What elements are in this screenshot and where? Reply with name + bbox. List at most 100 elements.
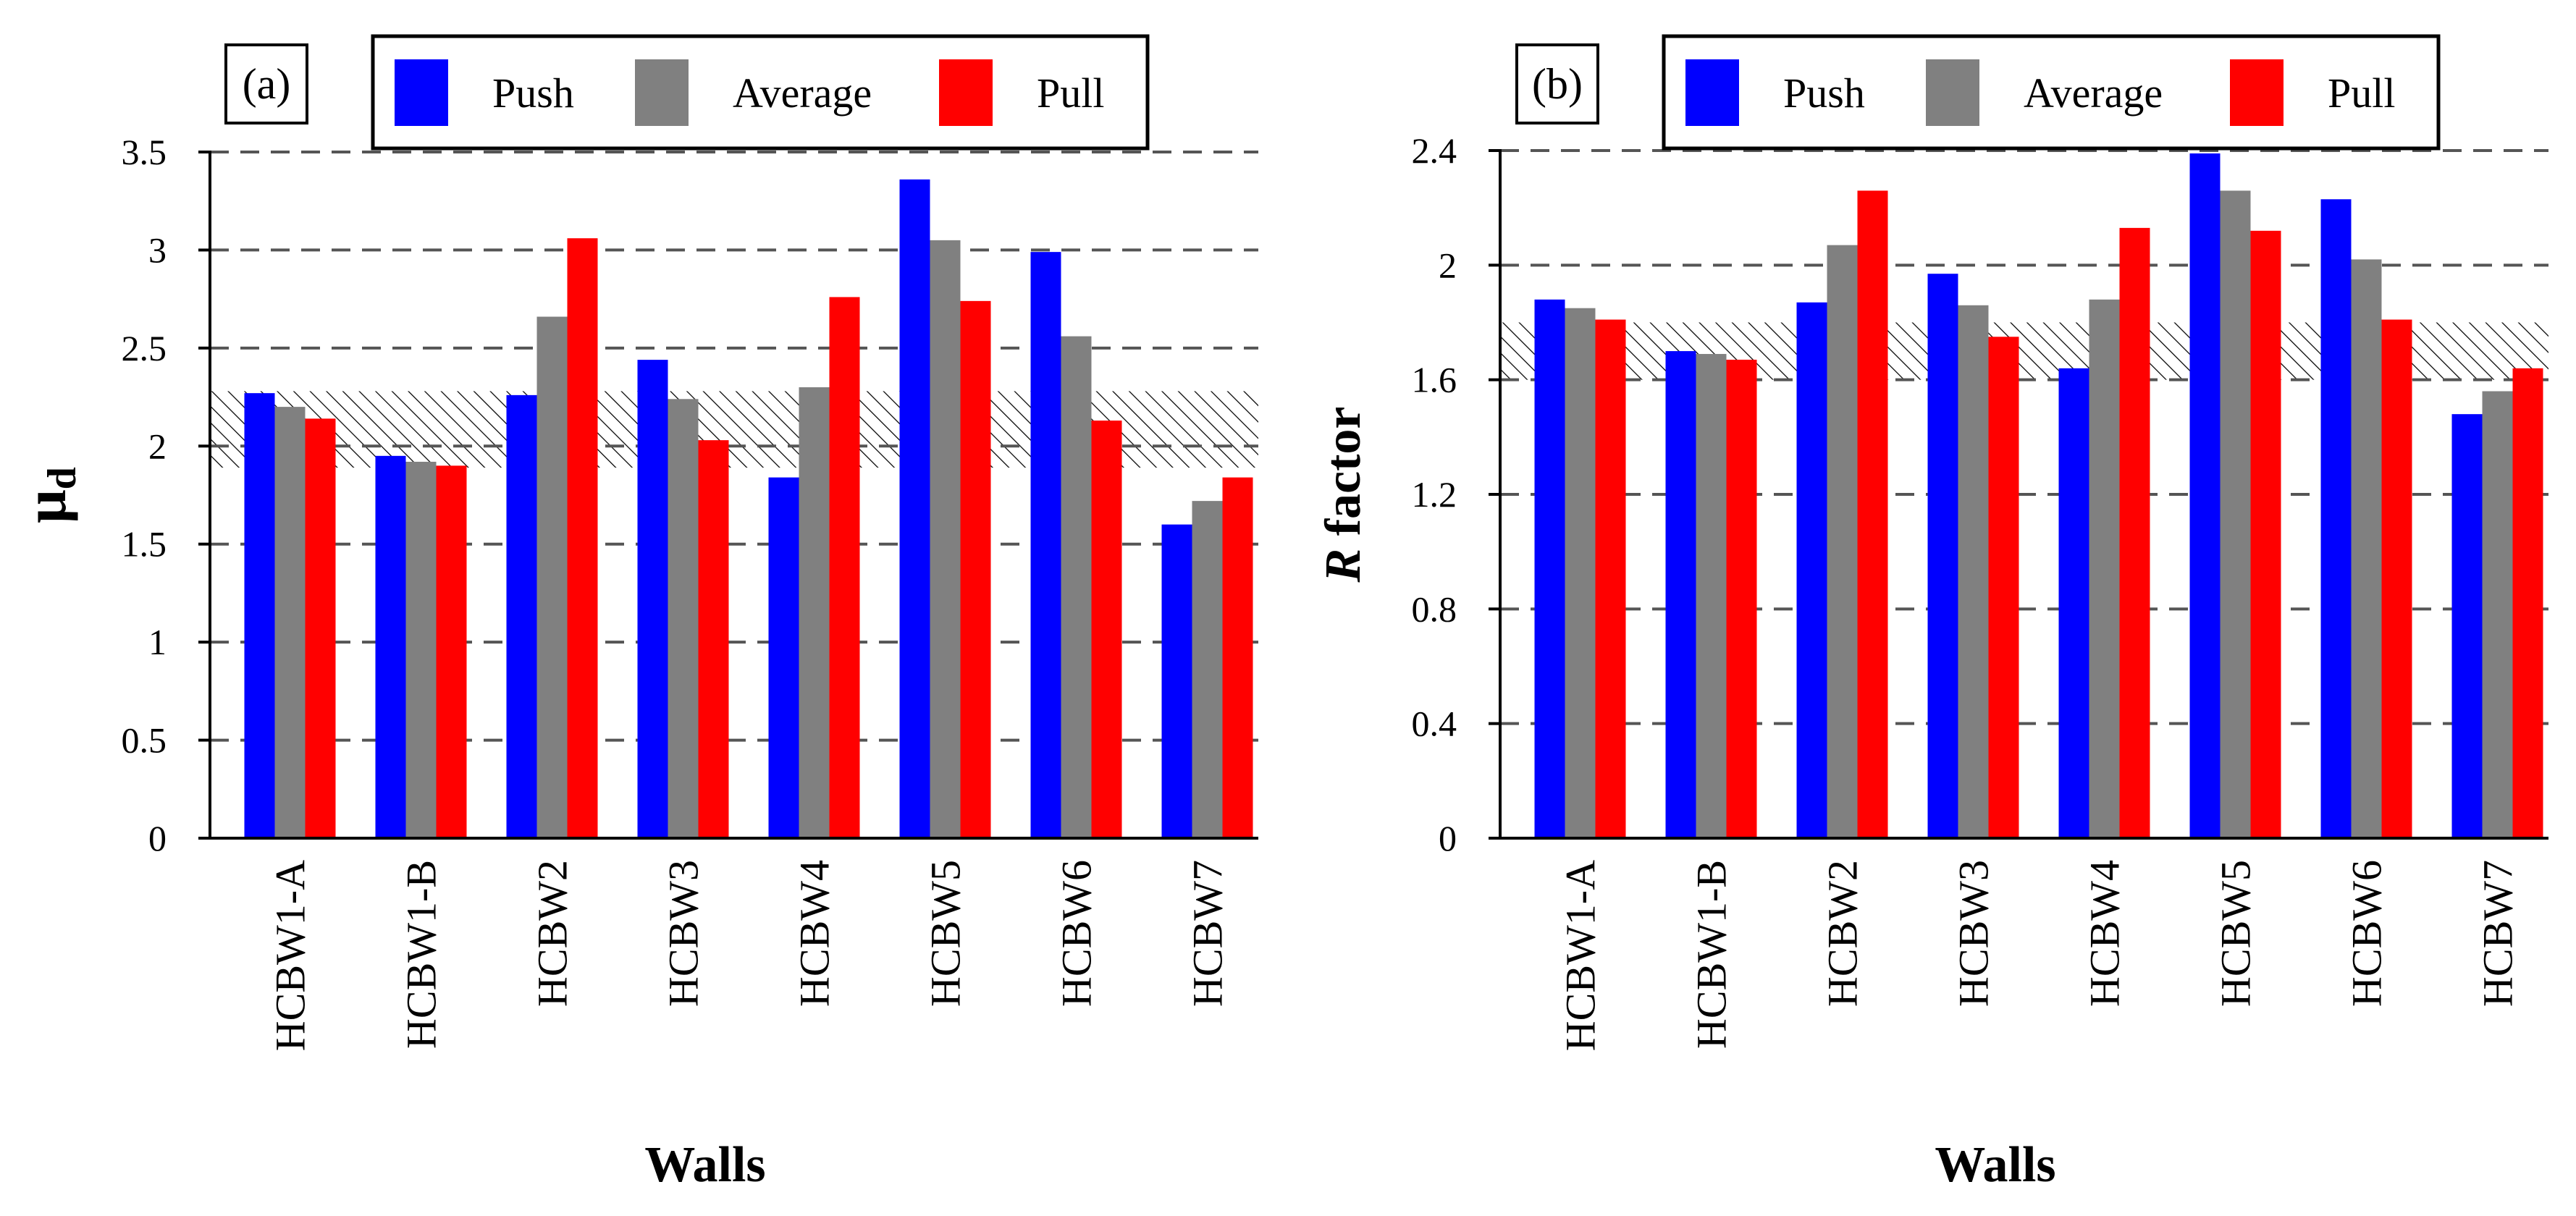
bar-average-hcbw1-b xyxy=(405,461,437,838)
y-tick-label: 0.8 xyxy=(1412,588,1457,629)
x-tick-label: HCBW1-A xyxy=(1557,860,1604,1051)
bar-push-hcbw7 xyxy=(1161,524,1192,838)
x-tick-label: HCBW2 xyxy=(529,860,576,1007)
legend-label-pull: Pull xyxy=(2328,69,2396,117)
x-tick-label: HCBW1-B xyxy=(1688,860,1735,1049)
legend-box xyxy=(1662,34,2441,151)
bar-push-hcbw1-a xyxy=(1534,299,1565,838)
bar-push-hcbw1-a xyxy=(244,393,275,838)
y-tick-label: 1.5 xyxy=(122,524,167,565)
legend-swatch-pull xyxy=(939,59,993,126)
bar-average-hcbw3 xyxy=(668,399,699,838)
y-tick-label: 0.4 xyxy=(1412,704,1457,744)
y-tick-label: 1 xyxy=(148,622,167,662)
y-axis-title: R factor xyxy=(1316,407,1371,583)
y-tick-label: 3.5 xyxy=(122,132,167,172)
bar-push-hcbw1-b xyxy=(375,455,406,838)
bar-pull-hcbw2 xyxy=(1857,190,1888,839)
y-axis-title-main: μ xyxy=(12,489,78,523)
bar-pull-hcbw3 xyxy=(1988,337,2019,839)
x-tick-label: HCBW3 xyxy=(660,860,707,1007)
bar-pull-hcbw6 xyxy=(2381,319,2412,839)
x-tick-label: HCBW7 xyxy=(2475,860,2522,1007)
chart-panel-a: 0 0.5 1 1.5 2 2.5 3 3.5 HCBW1-A HCBW1-B HCBW2 HCBW3… xyxy=(12,34,1258,1193)
bar-push-hcbw7 xyxy=(2451,414,2483,838)
bar-pull-hcbw2 xyxy=(567,238,598,839)
bar-average-hcbw5 xyxy=(2220,190,2251,839)
y-axis-title: μd xyxy=(12,467,85,523)
legend-label-average: Average xyxy=(733,69,872,117)
y-tick-label: 0.5 xyxy=(122,720,167,761)
y-tick-label: 0 xyxy=(1439,818,1457,858)
x-tick-label: HCBW5 xyxy=(922,860,969,1007)
bar-push-hcbw5 xyxy=(2189,153,2221,839)
legend: Push Average Pull xyxy=(371,34,1150,151)
chart-panel-b: 0 0.4 0.8 1.2 1.6 2 2.4 HCBW1-A HCBW1-B HCBW2 HCBW… xyxy=(1316,34,2548,1193)
bar-average-hcbw1-a xyxy=(1565,308,1596,838)
bar-average-hcbw7 xyxy=(2482,391,2513,838)
bar-average-hcbw3 xyxy=(1958,305,1989,838)
y-axis-title-rest: factor xyxy=(1316,407,1371,549)
legend-label-push: Push xyxy=(492,69,574,117)
bar-push-hcbw1-b xyxy=(1665,351,1696,838)
y-tick-label: 2.5 xyxy=(122,328,167,368)
bar-average-hcbw5 xyxy=(930,240,961,838)
bar-pull-hcbw5 xyxy=(2250,230,2281,838)
bar-pull-hcbw1-a xyxy=(305,418,336,838)
y-tick-label: 3 xyxy=(148,229,167,270)
legend: Push Average Pull xyxy=(1662,34,2441,151)
y-tick-label: 1.2 xyxy=(1412,474,1457,515)
bar-push-hcbw5 xyxy=(899,179,930,839)
bar-average-hcbw2 xyxy=(536,316,568,838)
bar-pull-hcbw1-b xyxy=(1726,359,1757,838)
y-tick-label: 2 xyxy=(148,426,167,466)
bar-push-hcbw6 xyxy=(2320,199,2352,839)
panel-label-box xyxy=(224,43,308,124)
legend-swatch-push xyxy=(395,59,448,126)
y-tick-label: 1.6 xyxy=(1412,360,1457,400)
y-tick-label: 2 xyxy=(1439,245,1457,285)
x-tick-label: HCBW5 xyxy=(2213,860,2260,1007)
bar-push-hcbw2 xyxy=(506,394,537,838)
x-tick-label: HCBW3 xyxy=(1950,860,1998,1007)
legend-swatch-average xyxy=(1926,59,1979,126)
legend-box xyxy=(371,34,1150,151)
y-axis-title-sub: d xyxy=(40,467,85,489)
legend-swatch-pull xyxy=(2230,59,2284,126)
bar-average-hcbw1-b xyxy=(1696,354,1727,839)
bar-pull-hcbw6 xyxy=(1091,421,1122,838)
y-tick-label: 0 xyxy=(148,818,167,858)
x-tick-label: HCBW7 xyxy=(1184,860,1232,1007)
x-tick-label: HCBW6 xyxy=(2344,860,2391,1007)
x-tick-label: HCBW6 xyxy=(1053,860,1100,1007)
legend-swatch-push xyxy=(1685,59,1739,126)
bar-pull-hcbw1-a xyxy=(1595,319,1626,839)
x-tick-label: HCBW2 xyxy=(1819,860,1866,1007)
bar-average-hcbw4 xyxy=(2089,299,2120,838)
bar-pull-hcbw4 xyxy=(829,297,860,838)
legend-swatch-average xyxy=(635,59,689,126)
bar-pull-hcbw5 xyxy=(960,300,991,838)
x-tick-label: HCBW1-A xyxy=(267,860,314,1051)
bar-push-hcbw3 xyxy=(1927,274,1958,838)
y-axis-title-italic: R xyxy=(1316,549,1371,583)
x-axis-title: Walls xyxy=(1935,1137,2055,1193)
bar-average-hcbw7 xyxy=(1192,501,1223,838)
bar-average-hcbw6 xyxy=(1061,336,1092,838)
x-tick-label: HCBW1-B xyxy=(398,860,445,1049)
bar-push-hcbw2 xyxy=(1796,302,1827,839)
legend-label-push: Push xyxy=(1783,69,1865,117)
legend-label-pull: Pull xyxy=(1037,69,1105,117)
x-tick-label: HCBW4 xyxy=(2082,860,2129,1007)
bar-pull-hcbw1-b xyxy=(436,465,467,838)
bar-average-hcbw6 xyxy=(2351,259,2382,839)
bar-average-hcbw1-a xyxy=(274,407,306,838)
x-axis-title: Walls xyxy=(644,1137,765,1193)
bar-push-hcbw4 xyxy=(2058,368,2089,838)
x-tick-label: HCBW4 xyxy=(791,860,838,1007)
bar-push-hcbw3 xyxy=(637,360,668,838)
bar-average-hcbw4 xyxy=(799,387,830,838)
panel-label: (b) xyxy=(1532,60,1583,108)
bar-pull-hcbw3 xyxy=(698,440,729,838)
